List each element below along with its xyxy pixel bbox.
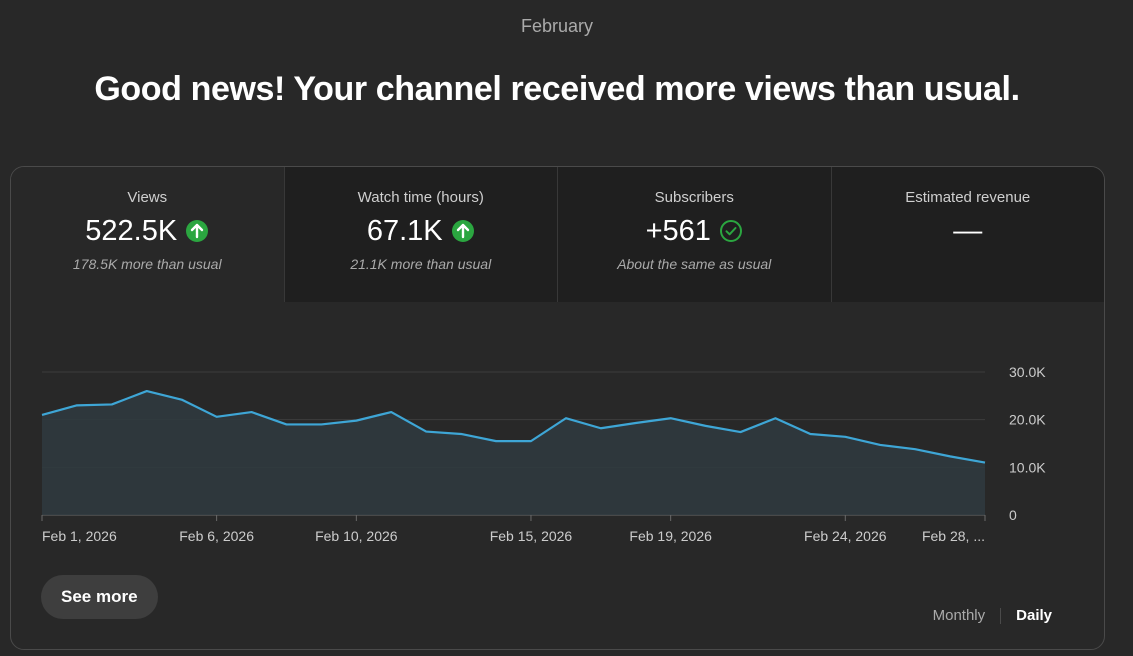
period-toggle: Monthly Daily	[933, 607, 1052, 624]
y-tick-label: 0	[1009, 507, 1017, 523]
views-series-line	[41, 389, 986, 464]
daily-toggle[interactable]: Daily	[1016, 607, 1052, 624]
x-tick-label: Feb 28, ...	[922, 528, 985, 544]
analytics-card: Views 522.5K 178.5K more than usual Watc…	[10, 166, 1105, 650]
metric-subtext: 21.1K more than usual	[350, 256, 492, 272]
check-circle-icon	[719, 219, 743, 243]
metric-label: Views	[127, 189, 168, 206]
x-tick-label: Feb 1, 2026	[42, 528, 117, 544]
arrow-up-circle-icon	[451, 219, 475, 243]
views-chart: 0 10.0K 20.0K 30.0K Feb 1, 2026 Feb 6, 2026 Fe…	[41, 364, 1046, 544]
x-tick-label: Feb 24, 2026	[804, 528, 887, 544]
y-tick-label: 10.0K	[1009, 459, 1046, 475]
y-tick-label: 30.0K	[1009, 364, 1046, 380]
headline: Good news! Your channel received more vi…	[94, 70, 1020, 108]
metric-tab-subscribers[interactable]: Subscribers +561 About the same as usual	[558, 167, 832, 302]
x-tick-label: Feb 15, 2026	[490, 528, 573, 544]
metric-label: Subscribers	[654, 189, 734, 206]
metric-label: Estimated revenue	[905, 189, 1031, 206]
metric-label: Watch time (hours)	[357, 189, 484, 206]
x-tick-label: Feb 19, 2026	[629, 528, 712, 544]
month-label: February	[520, 16, 594, 36]
y-tick-label: 20.0K	[1009, 412, 1046, 428]
toggle-divider	[1000, 607, 1002, 624]
x-tick-label: Feb 6, 2026	[179, 528, 254, 544]
metric-value: 522.5K	[85, 214, 178, 247]
metric-tabs: Views 522.5K 178.5K more than usual Watc…	[11, 167, 1104, 302]
metric-value: 67.1K	[366, 214, 443, 247]
metric-value: —	[953, 214, 983, 247]
arrow-up-circle-icon	[185, 219, 209, 243]
chart-area-fill	[42, 391, 985, 515]
metric-value: +561	[645, 214, 711, 247]
metric-tab-revenue[interactable]: Estimated revenue —	[831, 167, 1104, 302]
metric-tab-views[interactable]: Views 522.5K 178.5K more than usual	[11, 167, 285, 302]
x-tick-label: Feb 10, 2026	[315, 528, 398, 544]
metric-subtext: About the same as usual	[617, 256, 772, 272]
metric-subtext: 178.5K more than usual	[72, 256, 222, 272]
see-more-button[interactable]: See more	[41, 575, 158, 619]
chart-area: 0 10.0K 20.0K 30.0K Feb 1, 2026 Feb 6, 2026 Fe…	[11, 302, 1104, 649]
monthly-toggle[interactable]: Monthly	[932, 607, 986, 624]
metric-tab-watch-time[interactable]: Watch time (hours) 67.1K 21.1K more than…	[284, 167, 558, 302]
